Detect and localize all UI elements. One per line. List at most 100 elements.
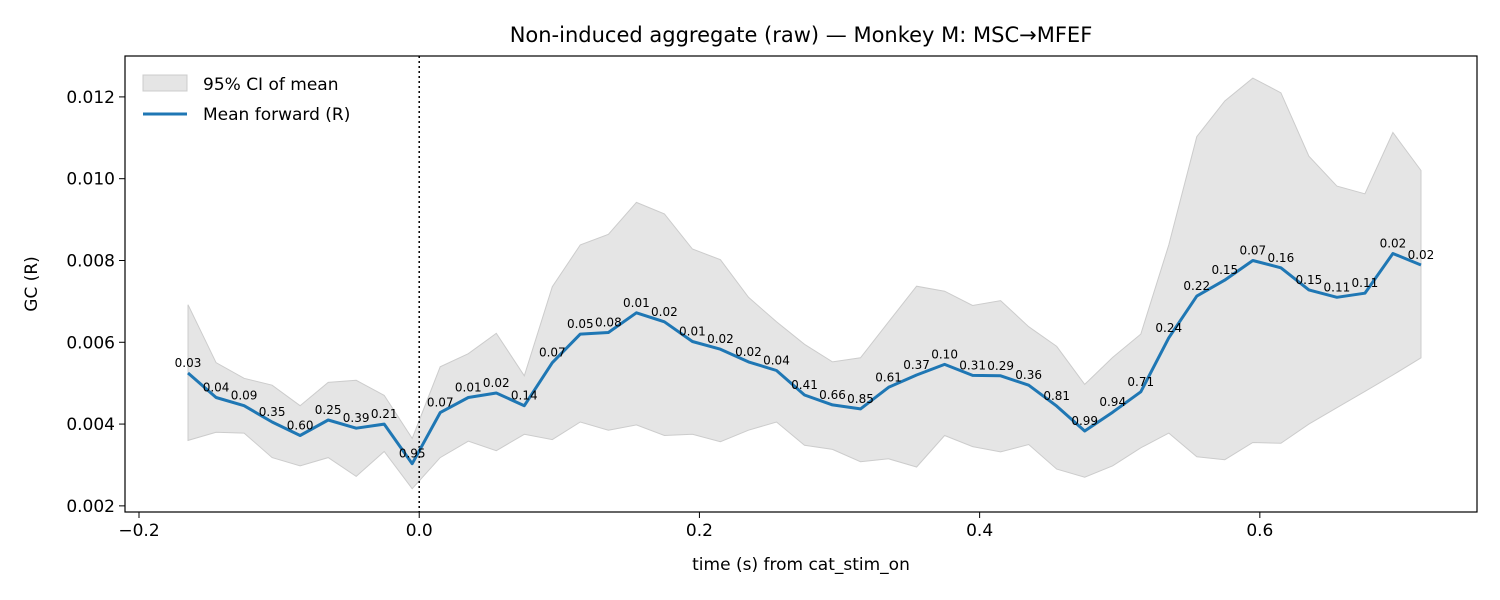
data-point [943, 363, 946, 366]
data-point [1251, 259, 1254, 262]
legend-band-label: 95% CI of mean [203, 75, 338, 95]
y-tick-label: 0.010 [66, 170, 115, 190]
y-axis-ticks: 0.002 0.004 0.006 0.008 0.010 0.012 [66, 88, 125, 517]
data-point [271, 421, 274, 424]
point-p-label: 0.31 [959, 358, 986, 372]
data-point [243, 404, 246, 407]
point-p-label: 0.94 [1099, 395, 1126, 409]
data-point [187, 371, 190, 374]
point-p-label: 0.05 [567, 317, 594, 331]
point-p-label: 0.95 [399, 447, 426, 461]
point-p-label: 0.02 [735, 345, 762, 359]
data-point [1419, 263, 1422, 266]
point-p-label: 0.07 [539, 346, 566, 360]
plot-frame [124, 55, 1478, 513]
x-axis-ticks: −0.2 0.0 0.2 0.4 0.6 [118, 512, 1273, 541]
x-axis-label: time (s) from cat_stim_on [692, 555, 910, 575]
data-point [1027, 384, 1030, 387]
data-point [327, 418, 330, 421]
point-p-label: 0.60 [287, 419, 314, 433]
x-tick-label: 0.6 [1246, 521, 1273, 541]
y-tick-label: 0.012 [66, 88, 115, 108]
point-p-label: 0.02 [1380, 237, 1407, 251]
point-p-label: 0.07 [427, 396, 454, 410]
point-p-label: 0.66 [819, 388, 846, 402]
point-p-label: 0.99 [1071, 414, 1098, 428]
point-p-label: 0.07 [1239, 243, 1266, 257]
data-point [1391, 252, 1394, 255]
x-tick-label: 0.4 [966, 521, 993, 541]
data-point [691, 340, 694, 343]
data-point [915, 373, 918, 376]
data-point [663, 320, 666, 323]
point-p-label: 0.02 [1408, 248, 1435, 262]
point-p-label: 0.02 [651, 305, 678, 319]
point-p-label: 0.03 [175, 356, 202, 370]
point-p-label: 0.61 [875, 370, 902, 384]
data-point [1083, 430, 1086, 433]
data-point [831, 403, 834, 406]
y-tick-label: 0.006 [66, 333, 115, 353]
data-point [495, 391, 498, 394]
point-p-label: 0.24 [1155, 321, 1182, 335]
data-point [467, 396, 470, 399]
data-point [411, 462, 414, 465]
x-tick-label: −0.2 [118, 521, 159, 541]
point-p-label: 0.02 [707, 332, 734, 346]
data-point [439, 411, 442, 414]
y-axis-label: GC (R) [22, 256, 42, 312]
data-point [551, 361, 554, 364]
point-p-label: 0.35 [259, 405, 286, 419]
point-p-label: 0.04 [203, 380, 230, 394]
point-p-label: 0.11 [1352, 276, 1379, 290]
ci-band [187, 77, 1422, 490]
data-point [1223, 279, 1226, 282]
data-point [775, 369, 778, 372]
data-point [299, 434, 302, 437]
point-p-label: 0.01 [679, 324, 706, 338]
point-p-label: 0.71 [1127, 375, 1154, 389]
data-point [1195, 295, 1198, 298]
data-point [1307, 288, 1310, 291]
data-point [719, 348, 722, 351]
point-p-label: 0.08 [595, 315, 622, 329]
y-tick-label: 0.008 [66, 251, 115, 271]
point-p-label: 0.37 [903, 358, 930, 372]
data-point [215, 396, 218, 399]
point-p-label: 0.41 [791, 378, 818, 392]
data-point [1279, 266, 1282, 269]
point-p-label: 0.11 [1324, 280, 1351, 294]
point-p-label: 0.09 [231, 389, 258, 403]
data-point [635, 311, 638, 314]
point-p-label: 0.04 [763, 353, 790, 367]
point-p-label: 0.10 [931, 347, 958, 361]
point-p-label: 0.15 [1296, 273, 1323, 287]
point-p-label: 0.29 [987, 359, 1014, 373]
point-p-label: 0.02 [483, 376, 510, 390]
legend-band-swatch [142, 74, 188, 92]
point-p-label: 0.85 [847, 392, 874, 406]
data-point [1139, 390, 1142, 393]
data-point [355, 427, 358, 430]
data-point [607, 331, 610, 334]
legend: 95% CI of mean Mean forward (R) [142, 74, 350, 125]
data-point [1055, 405, 1058, 408]
legend-line-label: Mean forward (R) [203, 105, 350, 125]
data-point [887, 386, 890, 389]
y-tick-label: 0.004 [66, 415, 115, 435]
point-p-label: 0.21 [371, 407, 398, 421]
data-point [1363, 292, 1366, 295]
y-tick-label: 0.002 [66, 497, 115, 517]
point-p-label: 0.14 [511, 389, 538, 403]
chart-title: Non-induced aggregate (raw) — Monkey M: … [510, 23, 1093, 47]
mean-forward-line [187, 252, 1422, 466]
data-point [383, 423, 386, 426]
data-point [579, 333, 582, 336]
point-p-label: 0.16 [1267, 251, 1294, 265]
data-point [1335, 296, 1338, 299]
data-point [1111, 411, 1114, 414]
x-tick-label: 0.0 [406, 521, 433, 541]
point-p-label: 0.39 [343, 411, 370, 425]
data-point [971, 374, 974, 377]
